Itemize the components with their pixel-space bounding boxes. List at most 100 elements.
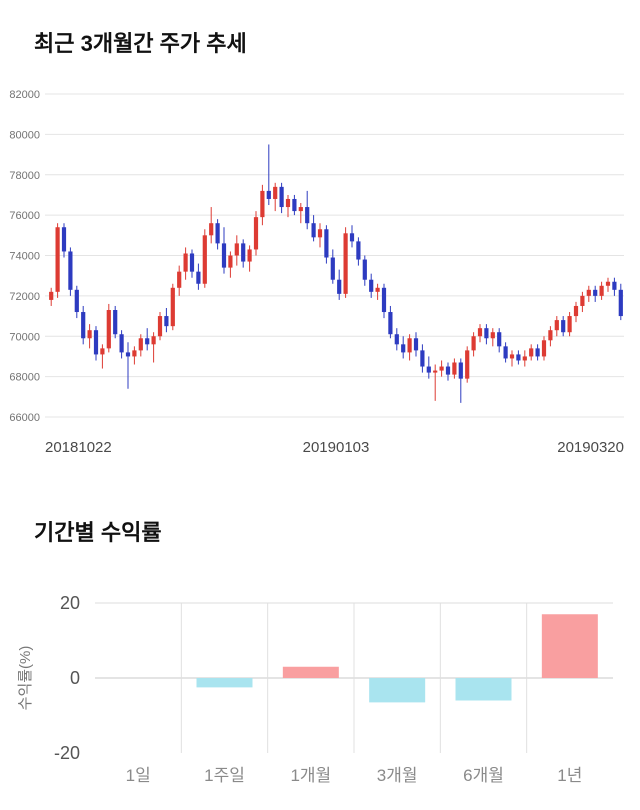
candle-body bbox=[279, 186, 284, 208]
candle-body bbox=[605, 281, 611, 286]
candle-body bbox=[151, 336, 156, 345]
candle-body bbox=[407, 338, 412, 353]
candle-body bbox=[586, 289, 591, 296]
candle-body bbox=[612, 281, 617, 290]
candle-body bbox=[381, 287, 387, 313]
candle-body bbox=[433, 370, 438, 373]
returns-chart-title: 기간별 수익률 bbox=[34, 520, 162, 545]
candle-body bbox=[183, 253, 188, 272]
y-tick-label: 66000 bbox=[9, 412, 40, 424]
candle-body bbox=[516, 354, 521, 361]
candle-body bbox=[241, 243, 246, 262]
candle-body bbox=[61, 227, 67, 252]
candle-body bbox=[369, 279, 374, 292]
candle-body bbox=[580, 295, 585, 306]
category-label: 1주일 bbox=[204, 766, 245, 785]
candle-body bbox=[349, 233, 355, 242]
candle-body bbox=[202, 235, 207, 284]
candle-body bbox=[196, 271, 201, 284]
candle-body bbox=[106, 310, 111, 349]
candle-body bbox=[599, 285, 604, 296]
y-tick-label: 70000 bbox=[9, 331, 40, 343]
candle-body bbox=[119, 334, 124, 353]
candle-body bbox=[305, 207, 310, 224]
candle-body bbox=[413, 338, 419, 351]
candle-body bbox=[311, 223, 316, 238]
candle-body bbox=[81, 312, 86, 339]
candle-body bbox=[215, 223, 220, 244]
candle-body bbox=[55, 227, 60, 292]
category-label: 1일 bbox=[126, 766, 151, 785]
returns-bar-chart: 20 0 -20 수익률(%) 1일 1주일 1개월 3개월 6개월 1년 bbox=[0, 585, 640, 800]
candle-body bbox=[343, 233, 348, 294]
return-bar bbox=[196, 678, 253, 688]
candle-body bbox=[426, 366, 431, 373]
candle-body bbox=[356, 241, 361, 260]
candle-body bbox=[74, 289, 79, 313]
price-chart-title: 최근 3개월간 주가 추세 bbox=[34, 31, 247, 56]
candle-body bbox=[394, 334, 399, 345]
candle-body bbox=[509, 354, 515, 359]
candle-body bbox=[484, 328, 489, 339]
return-bar bbox=[455, 678, 512, 701]
x-tick-label: 20181022 bbox=[45, 439, 112, 456]
category-label: 6개월 bbox=[463, 766, 504, 785]
candle-body bbox=[266, 190, 271, 199]
candle-body bbox=[362, 259, 367, 280]
candle-body bbox=[253, 217, 259, 250]
candle-body bbox=[465, 350, 470, 379]
y-tick-label: 72000 bbox=[9, 291, 40, 303]
candle-body bbox=[618, 289, 623, 317]
candle-body bbox=[273, 186, 278, 199]
candle-body bbox=[375, 287, 380, 292]
candle-body bbox=[157, 316, 163, 337]
y-tick-label: 0 bbox=[70, 668, 80, 688]
candlestick-chart-svg: 66000 68000 70000 72000 74000 76000 78000 80000… bbox=[9, 89, 624, 456]
candle-body bbox=[113, 310, 118, 335]
candle-body bbox=[285, 198, 291, 208]
candle-body bbox=[177, 271, 182, 288]
candle-body bbox=[401, 344, 406, 353]
y-tick-label: -20 bbox=[54, 743, 80, 763]
candle-body bbox=[337, 279, 342, 294]
candle-body bbox=[471, 336, 476, 351]
candle-body bbox=[522, 356, 527, 361]
candle-body bbox=[68, 251, 73, 290]
candle-body bbox=[125, 352, 131, 357]
category-label: 1년 bbox=[557, 766, 582, 785]
return-bar bbox=[369, 678, 426, 703]
y-tick-label: 68000 bbox=[9, 372, 40, 384]
candle-body bbox=[497, 332, 502, 347]
bar-chart-svg: 20 0 -20 수익률(%) 1일 1주일 1개월 3개월 6개월 1년 bbox=[17, 593, 613, 785]
candle-body bbox=[209, 223, 214, 236]
candle-body bbox=[145, 338, 150, 345]
candle-body bbox=[561, 320, 566, 333]
return-bar bbox=[282, 666, 339, 678]
candle-body bbox=[49, 291, 54, 300]
candle-body bbox=[541, 340, 547, 357]
candle-body bbox=[164, 316, 169, 327]
candle-body bbox=[567, 316, 572, 333]
candle-body bbox=[529, 348, 534, 357]
candle-body bbox=[170, 287, 175, 327]
candle-body bbox=[330, 257, 335, 280]
x-tick-label: 20190103 bbox=[303, 439, 370, 456]
x-tick-label: 20190320 bbox=[557, 439, 624, 456]
candle-body bbox=[298, 207, 303, 212]
candle-body bbox=[477, 328, 483, 337]
candle-body bbox=[458, 362, 463, 379]
candle-body bbox=[324, 229, 329, 258]
y-tick-label: 78000 bbox=[9, 170, 40, 182]
candle-body bbox=[100, 348, 105, 355]
candle-body bbox=[490, 332, 495, 339]
candle-body bbox=[593, 289, 598, 296]
y-tick-label: 82000 bbox=[9, 89, 40, 101]
candle-body bbox=[535, 348, 540, 357]
category-label: 3개월 bbox=[377, 766, 418, 785]
candle-body bbox=[503, 346, 508, 359]
candle-body bbox=[445, 366, 451, 375]
candle-body bbox=[221, 243, 227, 268]
candle-body bbox=[554, 320, 559, 331]
candle-body bbox=[573, 305, 579, 317]
